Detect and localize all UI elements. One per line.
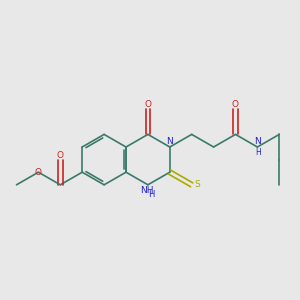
Text: S: S (194, 180, 200, 189)
Text: N: N (167, 137, 173, 146)
Text: H: H (148, 190, 155, 199)
Text: O: O (35, 168, 42, 177)
Text: H: H (255, 148, 261, 157)
Text: NH: NH (140, 186, 153, 195)
Text: O: O (232, 100, 239, 109)
Text: N: N (254, 137, 261, 146)
Text: O: O (144, 100, 152, 109)
Text: O: O (57, 151, 64, 160)
